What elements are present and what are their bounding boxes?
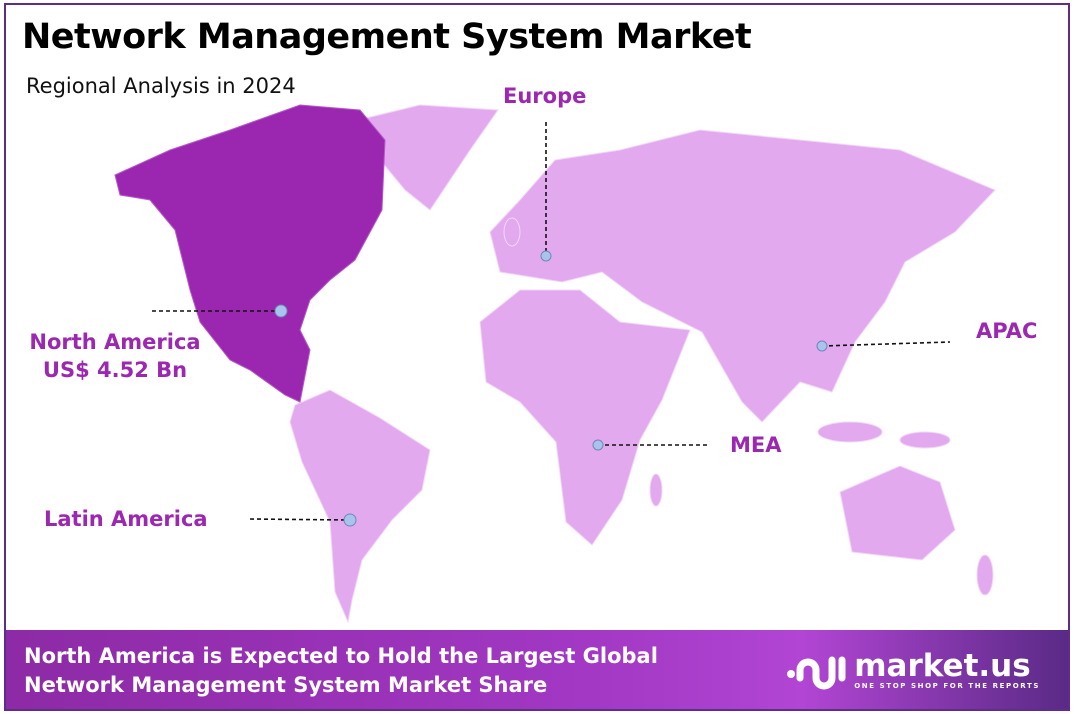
north-america-name: North America bbox=[29, 330, 201, 354]
region-africa bbox=[479, 289, 691, 546]
page-subtitle: Regional Analysis in 2024 bbox=[26, 74, 296, 98]
region-australia bbox=[839, 465, 956, 561]
logo-mark-icon bbox=[787, 656, 846, 690]
region-indonesia bbox=[817, 421, 883, 443]
region-eurasia bbox=[489, 129, 996, 423]
logo-name: market.us bbox=[854, 648, 1031, 684]
north-america-marker bbox=[274, 304, 288, 318]
apac-label: APAC bbox=[976, 319, 1038, 343]
latin-america-leader-line bbox=[249, 518, 351, 521]
region-uk bbox=[503, 217, 521, 247]
region-north-america bbox=[114, 104, 386, 403]
north-america-label: North America US$ 4.52 Bn bbox=[20, 328, 210, 384]
apac-leader-line bbox=[821, 341, 951, 347]
region-new-zealand bbox=[976, 554, 994, 596]
page-title: Network Management System Market bbox=[22, 17, 752, 57]
footer-line-2: Network Management System Market Share bbox=[24, 673, 548, 697]
region-new-guinea bbox=[899, 431, 951, 449]
region-south-america bbox=[289, 389, 431, 624]
mea-label: MEA bbox=[730, 433, 782, 457]
mea-marker bbox=[592, 439, 604, 451]
region-madagascar bbox=[649, 473, 663, 507]
apac-marker bbox=[816, 340, 828, 352]
footer-text: North America is Expected to Hold the La… bbox=[24, 642, 658, 700]
footer-line-1: North America is Expected to Hold the La… bbox=[24, 644, 658, 668]
europe-marker bbox=[540, 250, 552, 262]
logo-tagline: ONE STOP SHOP FOR THE REPORTS bbox=[854, 682, 1040, 690]
europe-label: Europe bbox=[503, 84, 587, 108]
latin-america-marker bbox=[343, 513, 357, 527]
footer-banner: North America is Expected to Hold the La… bbox=[6, 630, 1068, 709]
north-america-value: US$ 4.52 Bn bbox=[42, 358, 188, 382]
market-us-logo: market.us ONE STOP SHOP FOR THE REPORTS bbox=[786, 648, 1040, 692]
latin-america-label: Latin America bbox=[44, 507, 208, 531]
